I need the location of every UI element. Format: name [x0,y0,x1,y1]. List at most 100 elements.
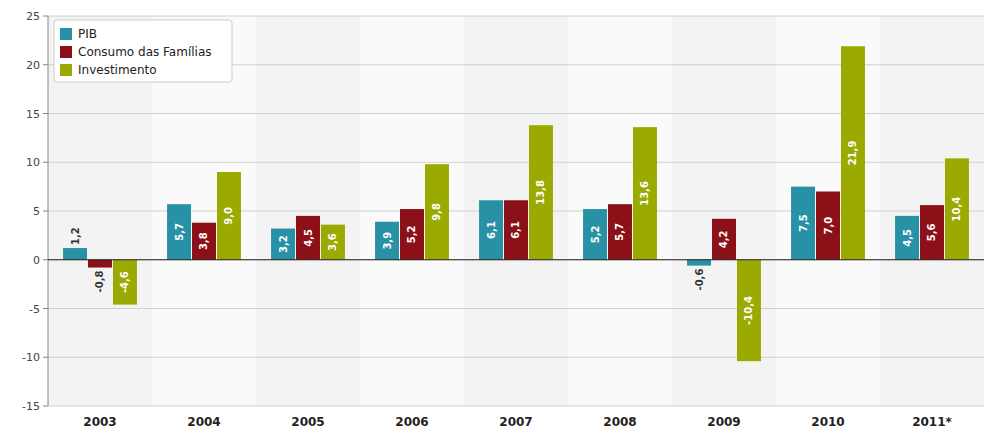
legend-swatch [60,46,72,58]
category-label: 2009 [707,415,740,429]
data-label: 9,8 [431,203,442,221]
legend-label: Investimento [78,63,157,77]
data-label: 5,6 [927,224,938,242]
data-label: 21,9 [847,141,858,166]
category-label: 2011* [912,415,952,429]
bar [192,223,216,260]
x-axis: 2003 2004 2005 2006 2007 2008 2009 2010 2011* [83,415,952,429]
legend-swatch [60,28,72,40]
data-label: 1,2 [70,227,81,245]
bar [737,260,761,361]
tick-label: 15 [26,108,40,121]
grid-line [48,16,984,17]
data-label: 13,6 [639,181,650,206]
bar [479,200,503,259]
category-label: 2003 [83,415,116,429]
category-band [776,16,880,406]
bar [529,125,553,260]
tick-label: 5 [33,205,40,218]
tick-mark [43,211,48,212]
bar [375,222,399,260]
category-label: 2004 [187,415,220,429]
bar [217,172,241,260]
data-label: 3,8 [199,232,210,250]
legend-label: PIB [78,27,97,41]
data-label: 3,2 [278,235,289,253]
data-label: -0,8 [95,271,106,293]
data-label: 4,2 [719,230,730,248]
tick-label: 0 [33,254,40,267]
zero-line [48,259,984,260]
bar [816,192,840,260]
data-label: 5,7 [615,223,626,241]
legend: PIBConsumo das FamíliasInvestimento [54,20,232,82]
data-label: 6,1 [511,221,522,239]
bar [791,187,815,260]
bar [296,216,320,260]
grid-line [48,308,984,309]
tick-label: -10 [22,351,40,364]
bar [63,248,87,260]
tick-label: 10 [26,156,40,169]
category-band [568,16,672,406]
category-label: 2005 [291,415,324,429]
y-axis: -15-10-50510152025 [22,10,984,413]
bar [945,158,969,259]
chart-container: -15-10-505101520251,25,73,23,96,15,2-0,6… [0,0,1000,440]
bar [841,46,865,260]
tick-label: -15 [22,400,40,413]
bar [504,200,528,259]
bar [608,204,632,260]
tick-label: 25 [26,10,40,23]
data-label: 7,0 [823,217,834,235]
data-labels: 1,2 5,7 3,2 3,9 6,1 5,2 -0,6 7,5 4,5 -0,8 3,8 4,5 5,… [70,141,963,325]
chart: -15-10-505101520251,25,73,23,96,15,2-0,6… [0,0,1000,440]
tick-mark [43,113,48,114]
data-label: 4,5 [902,229,913,247]
data-label: 5,7 [174,223,185,241]
tick-mark [43,64,48,65]
category-label: 2007 [499,415,532,429]
y-axis-line [48,16,49,406]
data-label: 5,2 [590,226,601,244]
data-label: 9,0 [223,207,234,225]
data-label: 13,8 [535,180,546,205]
bar [400,209,424,260]
category-band [464,16,568,406]
category-label: 2008 [603,415,636,429]
data-label: 7,5 [798,214,809,232]
category-label: 2010 [811,415,844,429]
bar [712,219,736,260]
grid-line [48,357,984,358]
data-label: 3,6 [327,233,338,251]
data-label: 6,1 [486,221,497,239]
tick-mark [43,259,48,260]
tick-mark [43,406,48,407]
data-label: 5,2 [407,226,418,244]
category-label: 2006 [395,415,428,429]
bar [113,260,137,305]
grid-line [48,259,984,260]
legend-swatch [60,64,72,76]
data-label: 4,5 [303,229,314,247]
bar [321,225,345,260]
bars [63,46,969,361]
bar [167,204,191,260]
data-label: 3,9 [382,232,393,250]
data-label: -0,6 [694,269,705,291]
bar [920,205,944,260]
tick-mark [43,308,48,309]
tick-mark [43,16,48,17]
bar [271,229,295,260]
tick-mark [43,357,48,358]
bar [88,260,112,268]
data-label: 10,4 [951,197,962,222]
bar [633,127,657,260]
bar [895,216,919,260]
tick-mark [43,162,48,163]
bar [583,209,607,260]
tick-label: -5 [29,303,40,316]
data-label: -4,6 [119,271,130,293]
bar [687,260,711,266]
background [48,16,984,406]
